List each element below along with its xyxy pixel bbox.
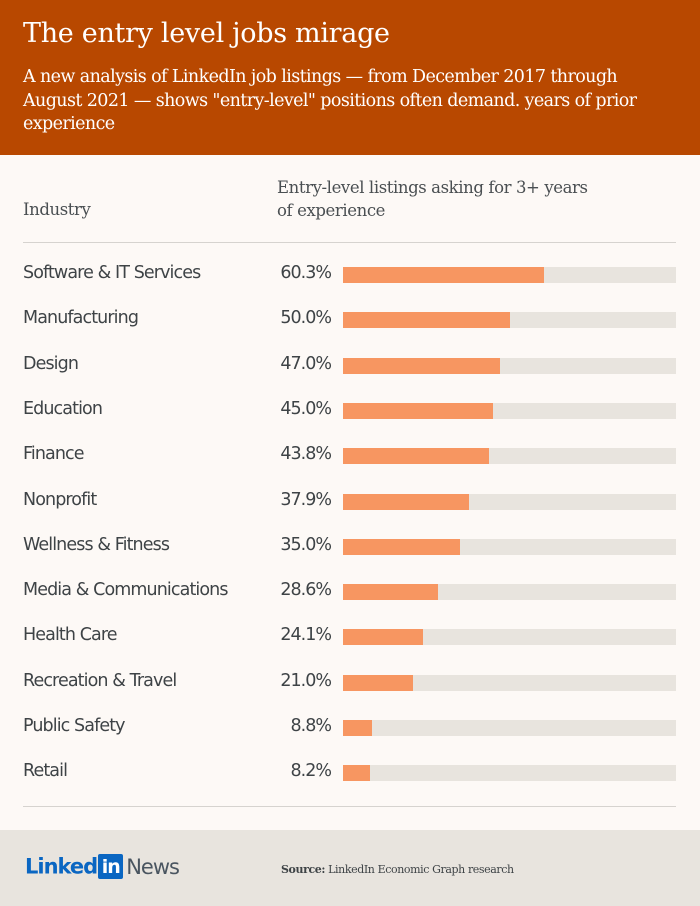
- bar: [343, 312, 510, 329]
- bar-row: Design 47.0%: [0, 351, 700, 381]
- value-label: 50.0%: [280, 308, 332, 329]
- value-label: 35.0%: [280, 534, 332, 555]
- bar-track: [343, 448, 676, 465]
- bar-row: Wellness & Fitness 35.0%: [0, 532, 700, 562]
- value-label: 47.0%: [280, 353, 332, 374]
- bar: [343, 584, 439, 601]
- source-note: Source: LinkedIn Economic Graph research: [281, 863, 514, 876]
- bar: [343, 357, 500, 374]
- category-label: Wellness & Fitness: [23, 534, 170, 555]
- bar-track: [343, 674, 676, 691]
- bar: [343, 493, 470, 510]
- category-label: Public Safety: [23, 716, 126, 736]
- bar: [343, 402, 493, 419]
- bar-track: [343, 720, 676, 736]
- category-label: Finance: [23, 444, 85, 465]
- header-banner: The entry level jobs mirage A new analys…: [0, 0, 700, 155]
- chart-subtitle: A new analysis of LinkedIn job listings …: [23, 67, 637, 134]
- bar-row: Education 45.0%: [0, 396, 700, 426]
- bar: [343, 538, 460, 555]
- bar-row: Health Care 24.1%: [0, 622, 700, 652]
- bar-row: Finance 43.8%: [0, 441, 700, 471]
- bar-track: [343, 538, 676, 555]
- bar: [343, 448, 489, 465]
- bottom-divider: [23, 806, 676, 807]
- category-label: Nonprofit: [23, 489, 97, 510]
- column-header-industry: Industry: [23, 200, 91, 219]
- value-label: 45.0%: [280, 398, 332, 419]
- category-label: Retail: [23, 761, 68, 782]
- value-label: 21.0%: [280, 670, 332, 691]
- bar-row: Public Safety 8.8%: [0, 713, 700, 743]
- bar-row: Media & Communications 28.6%: [0, 577, 700, 607]
- category-label: Media & Communications: [23, 580, 228, 601]
- header-divider: [23, 242, 676, 243]
- chart-title: The entry level jobs mirage: [23, 18, 390, 49]
- source-text: LinkedIn Economic Graph research: [328, 863, 514, 876]
- bar-track: [343, 312, 676, 329]
- value-label: 8.8%: [290, 716, 332, 736]
- linkedin-in-icon: in: [98, 854, 124, 879]
- logo-news-text: News: [126, 854, 180, 879]
- bar-row: Nonprofit 37.9%: [0, 487, 700, 517]
- category-label: Recreation & Travel: [23, 670, 177, 691]
- category-label: Software & IT Services: [23, 263, 201, 283]
- value-label: 24.1%: [280, 625, 332, 646]
- bar-track: [343, 493, 676, 510]
- bar-row: Retail 8.2%: [0, 758, 700, 788]
- value-label: 8.2%: [290, 761, 332, 782]
- category-label: Education: [23, 398, 103, 419]
- value-label: 43.8%: [280, 444, 332, 465]
- bar-track: [343, 629, 676, 646]
- bar: [343, 267, 544, 283]
- logo-linked-text: Linked: [25, 854, 98, 879]
- footer: Linked in News Source: LinkedIn Economic G…: [0, 830, 700, 906]
- source-label: Source:: [281, 863, 326, 876]
- bar: [343, 765, 371, 782]
- bar: [343, 674, 413, 691]
- bar: [343, 629, 424, 646]
- category-label: Design: [23, 353, 79, 374]
- value-label: 37.9%: [280, 489, 332, 510]
- category-label: Manufacturing: [23, 308, 139, 329]
- bar-track: [343, 357, 676, 374]
- value-label: 60.3%: [280, 263, 332, 283]
- bar-track: [343, 267, 676, 283]
- value-label: 28.6%: [280, 580, 332, 601]
- bar-track: [343, 402, 676, 419]
- bar-row: Recreation & Travel 21.0%: [0, 668, 700, 698]
- bar-track: [343, 584, 676, 601]
- bar-row: Manufacturing 50.0%: [0, 305, 700, 335]
- column-header-metric: Entry-level listings asking for 3+ years…: [277, 178, 588, 220]
- bar-row: Software & IT Services 60.3%: [0, 260, 700, 290]
- bar: [343, 720, 373, 736]
- bar-track: [343, 765, 676, 782]
- category-label: Health Care: [23, 625, 118, 646]
- linkedin-news-logo: Linked in News: [25, 854, 180, 880]
